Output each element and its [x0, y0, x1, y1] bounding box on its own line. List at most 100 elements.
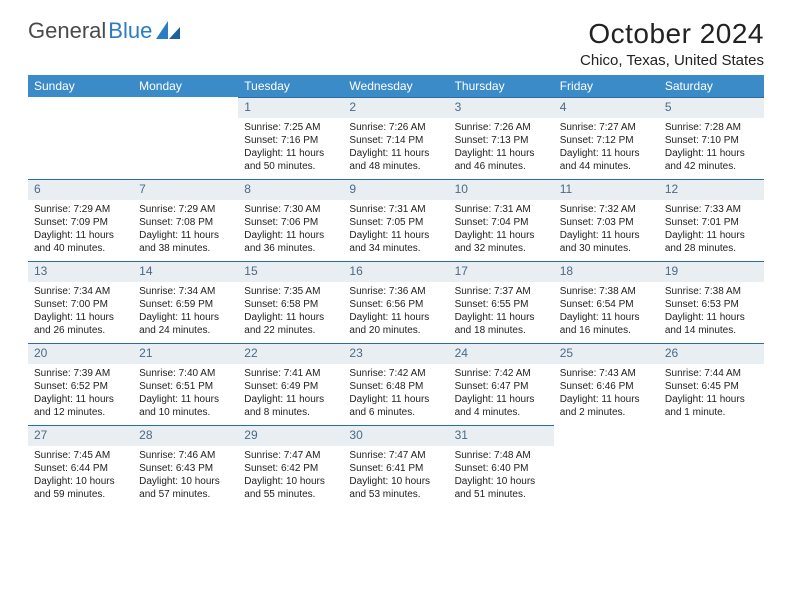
- day-number: 30: [343, 425, 448, 446]
- day-number: 1: [238, 97, 343, 118]
- calendar-row: 1Sunrise: 7:25 AMSunset: 7:16 PMDaylight…: [28, 97, 764, 179]
- sunset-line: Sunset: 7:05 PM: [349, 216, 442, 229]
- calendar-day: 29Sunrise: 7:47 AMSunset: 6:42 PMDayligh…: [238, 425, 343, 507]
- calendar-day: 14Sunrise: 7:34 AMSunset: 6:59 PMDayligh…: [133, 261, 238, 343]
- calendar-day: 10Sunrise: 7:31 AMSunset: 7:04 PMDayligh…: [449, 179, 554, 261]
- sunset-line: Sunset: 7:00 PM: [34, 298, 127, 311]
- sunset-line: Sunset: 6:45 PM: [665, 380, 758, 393]
- daylight-line: Daylight: 11 hours and 12 minutes.: [34, 393, 127, 419]
- sunrise-line: Sunrise: 7:27 AM: [560, 121, 653, 134]
- sunrise-line: Sunrise: 7:39 AM: [34, 367, 127, 380]
- day-number: 11: [554, 179, 659, 200]
- daylight-line: Daylight: 11 hours and 42 minutes.: [665, 147, 758, 173]
- sunrise-line: Sunrise: 7:38 AM: [560, 285, 653, 298]
- daylight-line: Daylight: 10 hours and 55 minutes.: [244, 475, 337, 501]
- sunset-line: Sunset: 6:54 PM: [560, 298, 653, 311]
- day-number: 17: [449, 261, 554, 282]
- daylight-line: Daylight: 11 hours and 44 minutes.: [560, 147, 653, 173]
- day-number: 19: [659, 261, 764, 282]
- day-details: Sunrise: 7:33 AMSunset: 7:01 PMDaylight:…: [659, 200, 764, 259]
- sunrise-line: Sunrise: 7:41 AM: [244, 367, 337, 380]
- sunset-line: Sunset: 7:03 PM: [560, 216, 653, 229]
- day-details: Sunrise: 7:42 AMSunset: 6:48 PMDaylight:…: [343, 364, 448, 423]
- day-details: Sunrise: 7:25 AMSunset: 7:16 PMDaylight:…: [238, 118, 343, 177]
- day-details: Sunrise: 7:29 AMSunset: 7:09 PMDaylight:…: [28, 200, 133, 259]
- day-details: Sunrise: 7:44 AMSunset: 6:45 PMDaylight:…: [659, 364, 764, 423]
- calendar-day: 11Sunrise: 7:32 AMSunset: 7:03 PMDayligh…: [554, 179, 659, 261]
- sunset-line: Sunset: 7:13 PM: [455, 134, 548, 147]
- calendar-empty: [28, 97, 133, 179]
- daylight-line: Daylight: 11 hours and 6 minutes.: [349, 393, 442, 419]
- day-number: 7: [133, 179, 238, 200]
- weekday-header: Sunday: [28, 75, 133, 97]
- day-details: Sunrise: 7:48 AMSunset: 6:40 PMDaylight:…: [449, 446, 554, 505]
- sunset-line: Sunset: 7:08 PM: [139, 216, 232, 229]
- sunset-line: Sunset: 6:49 PM: [244, 380, 337, 393]
- day-details: Sunrise: 7:40 AMSunset: 6:51 PMDaylight:…: [133, 364, 238, 423]
- daylight-line: Daylight: 11 hours and 10 minutes.: [139, 393, 232, 419]
- daylight-line: Daylight: 11 hours and 38 minutes.: [139, 229, 232, 255]
- day-number: 13: [28, 261, 133, 282]
- calendar-day: 7Sunrise: 7:29 AMSunset: 7:08 PMDaylight…: [133, 179, 238, 261]
- day-details: Sunrise: 7:26 AMSunset: 7:14 PMDaylight:…: [343, 118, 448, 177]
- day-details: Sunrise: 7:31 AMSunset: 7:04 PMDaylight:…: [449, 200, 554, 259]
- logo: GeneralBlue: [28, 18, 182, 44]
- day-number: 15: [238, 261, 343, 282]
- day-number: 8: [238, 179, 343, 200]
- month-title: October 2024: [580, 18, 764, 50]
- weekday-header-row: SundayMondayTuesdayWednesdayThursdayFrid…: [28, 75, 764, 97]
- calendar-row: 27Sunrise: 7:45 AMSunset: 6:44 PMDayligh…: [28, 425, 764, 507]
- sunset-line: Sunset: 7:06 PM: [244, 216, 337, 229]
- sunset-line: Sunset: 6:42 PM: [244, 462, 337, 475]
- sunrise-line: Sunrise: 7:42 AM: [349, 367, 442, 380]
- day-details: Sunrise: 7:26 AMSunset: 7:13 PMDaylight:…: [449, 118, 554, 177]
- sunset-line: Sunset: 6:46 PM: [560, 380, 653, 393]
- daylight-line: Daylight: 10 hours and 57 minutes.: [139, 475, 232, 501]
- daylight-line: Daylight: 11 hours and 20 minutes.: [349, 311, 442, 337]
- calendar-day: 6Sunrise: 7:29 AMSunset: 7:09 PMDaylight…: [28, 179, 133, 261]
- calendar-row: 13Sunrise: 7:34 AMSunset: 7:00 PMDayligh…: [28, 261, 764, 343]
- day-details: Sunrise: 7:46 AMSunset: 6:43 PMDaylight:…: [133, 446, 238, 505]
- daylight-line: Daylight: 11 hours and 16 minutes.: [560, 311, 653, 337]
- title-block: October 2024 Chico, Texas, United States: [580, 18, 764, 69]
- weekday-header: Friday: [554, 75, 659, 97]
- sunrise-line: Sunrise: 7:32 AM: [560, 203, 653, 216]
- day-number: 9: [343, 179, 448, 200]
- sunrise-line: Sunrise: 7:36 AM: [349, 285, 442, 298]
- sunrise-line: Sunrise: 7:34 AM: [139, 285, 232, 298]
- sunrise-line: Sunrise: 7:43 AM: [560, 367, 653, 380]
- day-number: 25: [554, 343, 659, 364]
- day-details: Sunrise: 7:34 AMSunset: 6:59 PMDaylight:…: [133, 282, 238, 341]
- sunrise-line: Sunrise: 7:30 AM: [244, 203, 337, 216]
- calendar-table: SundayMondayTuesdayWednesdayThursdayFrid…: [28, 75, 764, 507]
- day-details: Sunrise: 7:43 AMSunset: 6:46 PMDaylight:…: [554, 364, 659, 423]
- sunset-line: Sunset: 7:12 PM: [560, 134, 653, 147]
- day-number: 16: [343, 261, 448, 282]
- sunrise-line: Sunrise: 7:44 AM: [665, 367, 758, 380]
- day-number: 23: [343, 343, 448, 364]
- day-details: Sunrise: 7:42 AMSunset: 6:47 PMDaylight:…: [449, 364, 554, 423]
- calendar-day: 19Sunrise: 7:38 AMSunset: 6:53 PMDayligh…: [659, 261, 764, 343]
- sunrise-line: Sunrise: 7:38 AM: [665, 285, 758, 298]
- sunset-line: Sunset: 7:09 PM: [34, 216, 127, 229]
- daylight-line: Daylight: 11 hours and 32 minutes.: [455, 229, 548, 255]
- daylight-line: Daylight: 11 hours and 28 minutes.: [665, 229, 758, 255]
- calendar-day: 13Sunrise: 7:34 AMSunset: 7:00 PMDayligh…: [28, 261, 133, 343]
- sunrise-line: Sunrise: 7:28 AM: [665, 121, 758, 134]
- calendar-day: 2Sunrise: 7:26 AMSunset: 7:14 PMDaylight…: [343, 97, 448, 179]
- weekday-header: Saturday: [659, 75, 764, 97]
- sunset-line: Sunset: 6:41 PM: [349, 462, 442, 475]
- day-number: 29: [238, 425, 343, 446]
- day-details: Sunrise: 7:34 AMSunset: 7:00 PMDaylight:…: [28, 282, 133, 341]
- daylight-line: Daylight: 10 hours and 53 minutes.: [349, 475, 442, 501]
- sunrise-line: Sunrise: 7:35 AM: [244, 285, 337, 298]
- calendar-day: 31Sunrise: 7:48 AMSunset: 6:40 PMDayligh…: [449, 425, 554, 507]
- daylight-line: Daylight: 11 hours and 26 minutes.: [34, 311, 127, 337]
- day-details: Sunrise: 7:27 AMSunset: 7:12 PMDaylight:…: [554, 118, 659, 177]
- daylight-line: Daylight: 11 hours and 18 minutes.: [455, 311, 548, 337]
- sunrise-line: Sunrise: 7:45 AM: [34, 449, 127, 462]
- calendar-row: 20Sunrise: 7:39 AMSunset: 6:52 PMDayligh…: [28, 343, 764, 425]
- calendar-day: 8Sunrise: 7:30 AMSunset: 7:06 PMDaylight…: [238, 179, 343, 261]
- day-details: Sunrise: 7:32 AMSunset: 7:03 PMDaylight:…: [554, 200, 659, 259]
- day-number: 31: [449, 425, 554, 446]
